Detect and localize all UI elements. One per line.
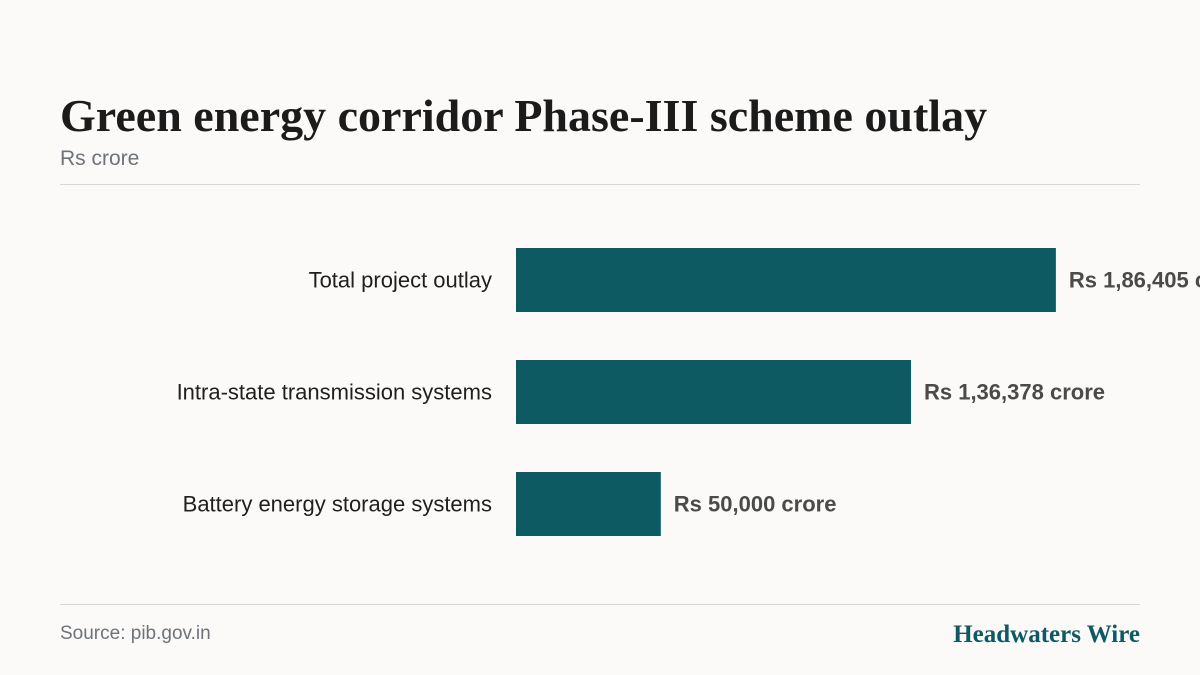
bar xyxy=(516,248,1056,312)
chart-title: Green energy corridor Phase-III scheme o… xyxy=(60,90,988,141)
source-note: Source: pib.gov.in xyxy=(60,623,211,644)
category-label: Intra-state transmission systems xyxy=(177,380,492,405)
category-label: Total project outlay xyxy=(309,268,492,293)
brand-logo: Headwaters Wire xyxy=(953,621,1140,648)
bar xyxy=(516,360,911,424)
chart-subtitle: Rs crore xyxy=(60,147,140,170)
bar xyxy=(516,472,661,536)
bottom-divider xyxy=(60,604,1140,605)
data-label: Rs 1,36,378 crore xyxy=(924,380,1105,405)
category-label: Battery energy storage systems xyxy=(183,492,492,517)
data-label: Rs 1,86,405 crore xyxy=(1069,268,1200,293)
data-label: Rs 50,000 crore xyxy=(674,492,837,517)
top-divider xyxy=(60,184,1140,185)
